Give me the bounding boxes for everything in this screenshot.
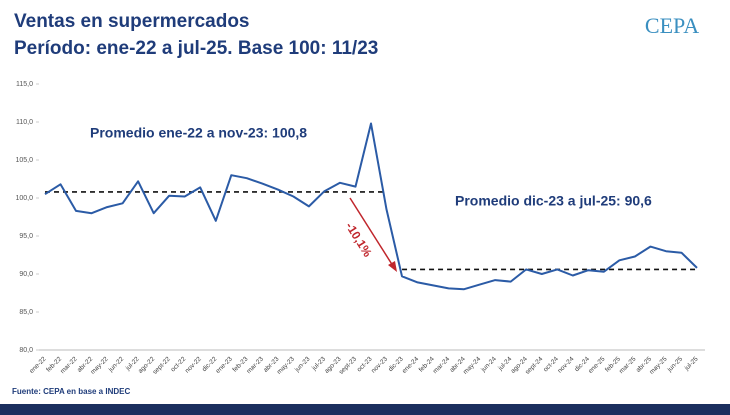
data-line xyxy=(44,122,698,291)
y-tick-label: 115,0 xyxy=(16,81,33,88)
y-tick-label: 110,0 xyxy=(16,119,33,126)
chart-subtitle: Período: ene-22 a jul-25. Base 100: 11/2… xyxy=(14,38,378,59)
chart-title: Ventas en supermercados xyxy=(14,11,250,32)
arrow-head xyxy=(388,261,397,272)
y-tick-label: 90,0 xyxy=(19,271,33,278)
average-label: Promedio dic-23 a jul-25: 90,6 xyxy=(455,193,652,209)
y-tick-label: 100,0 xyxy=(15,195,33,202)
y-tick-label: 95,0 xyxy=(19,233,33,240)
footer-bar xyxy=(0,404,730,415)
y-tick-label: 80,0 xyxy=(19,347,33,354)
y-tick-label: 85,0 xyxy=(19,309,33,316)
y-tick-label: 105,0 xyxy=(15,157,33,164)
arrow-line xyxy=(349,197,394,267)
average-label: Promedio ene-22 a nov-23: 100,8 xyxy=(90,125,307,141)
logo: CEPA xyxy=(645,13,699,38)
source: Fuente: CEPA en base a INDEC xyxy=(12,387,130,396)
